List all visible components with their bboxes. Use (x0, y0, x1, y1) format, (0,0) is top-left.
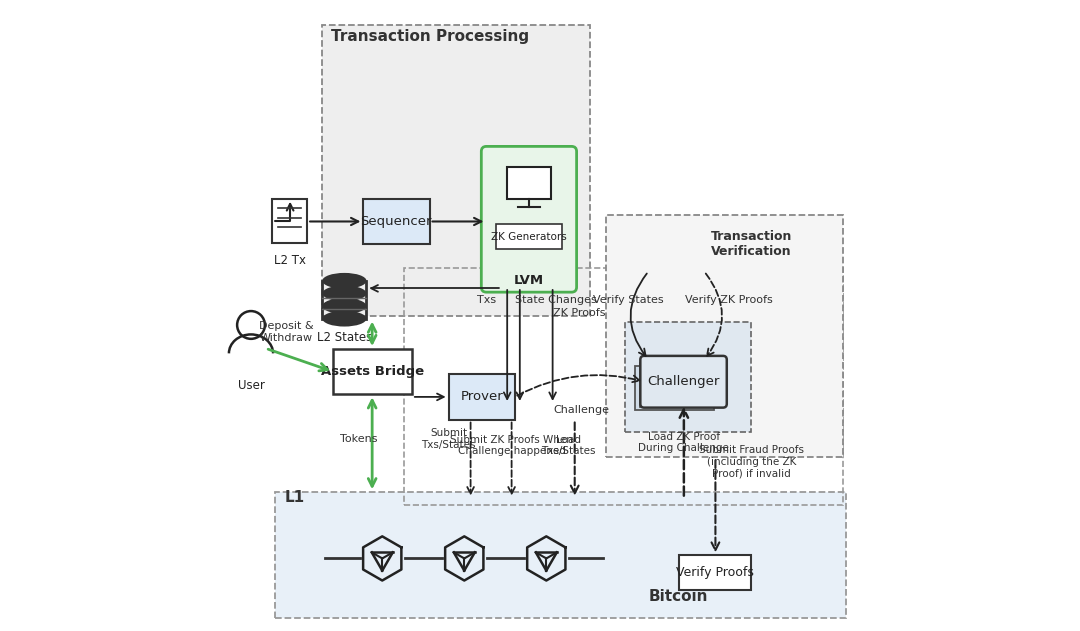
FancyBboxPatch shape (448, 374, 515, 420)
Text: Submit
Txs/States: Submit Txs/States (421, 428, 476, 450)
Text: Deposit &
Withdraw: Deposit & Withdraw (259, 321, 313, 343)
Text: Transaction
Verification: Transaction Verification (711, 230, 792, 258)
Text: ZK Generators: ZK Generators (491, 232, 567, 242)
Text: L1: L1 (284, 490, 305, 505)
Text: Assets Bridge: Assets Bridge (321, 365, 423, 378)
Text: Bitcoin: Bitcoin (649, 589, 708, 604)
Text: User: User (238, 379, 265, 392)
FancyBboxPatch shape (507, 167, 551, 199)
FancyBboxPatch shape (679, 555, 752, 590)
FancyBboxPatch shape (272, 199, 307, 243)
Text: Submit Fraud Proofs
(including the ZK
Proof) if invalid: Submit Fraud Proofs (including the ZK Pr… (699, 445, 804, 478)
FancyBboxPatch shape (606, 215, 842, 457)
Ellipse shape (322, 298, 366, 314)
Text: Txs: Txs (476, 295, 496, 305)
Text: Verify States: Verify States (593, 295, 663, 305)
Ellipse shape (322, 311, 366, 327)
Text: Sequencer: Sequencer (361, 215, 432, 228)
Text: Verify Proofs: Verify Proofs (676, 566, 754, 579)
FancyArrowPatch shape (275, 204, 294, 221)
Text: Challenge: Challenge (553, 405, 609, 415)
Text: LVM: LVM (514, 274, 544, 287)
FancyBboxPatch shape (275, 492, 846, 618)
FancyBboxPatch shape (639, 363, 718, 407)
FancyBboxPatch shape (625, 322, 752, 432)
FancyBboxPatch shape (640, 356, 727, 408)
FancyBboxPatch shape (635, 366, 714, 410)
FancyBboxPatch shape (322, 25, 591, 316)
Text: Load
Txs/States: Load Txs/States (541, 435, 596, 456)
Ellipse shape (322, 273, 366, 288)
Text: Transaction Processing: Transaction Processing (330, 29, 528, 44)
Text: L2 Tx: L2 Tx (274, 254, 306, 267)
Text: L2 States: L2 States (316, 331, 372, 345)
Text: State Changes: State Changes (515, 295, 596, 305)
FancyBboxPatch shape (333, 349, 411, 394)
Ellipse shape (322, 285, 366, 302)
Text: Submit ZK Proofs When
Challenge happened: Submit ZK Proofs When Challenge happened (450, 435, 573, 456)
FancyBboxPatch shape (482, 146, 577, 292)
Text: Challenger: Challenger (648, 375, 720, 388)
FancyBboxPatch shape (363, 199, 430, 244)
Text: Tokens: Tokens (339, 433, 377, 444)
FancyBboxPatch shape (496, 224, 562, 249)
Text: Verify ZK Proofs: Verify ZK Proofs (686, 295, 773, 305)
Text: Load ZK Proof
During Challenge: Load ZK Proof During Challenge (638, 432, 729, 453)
Text: ZK Proofs: ZK Proofs (553, 307, 605, 317)
Text: Prover: Prover (460, 391, 503, 403)
